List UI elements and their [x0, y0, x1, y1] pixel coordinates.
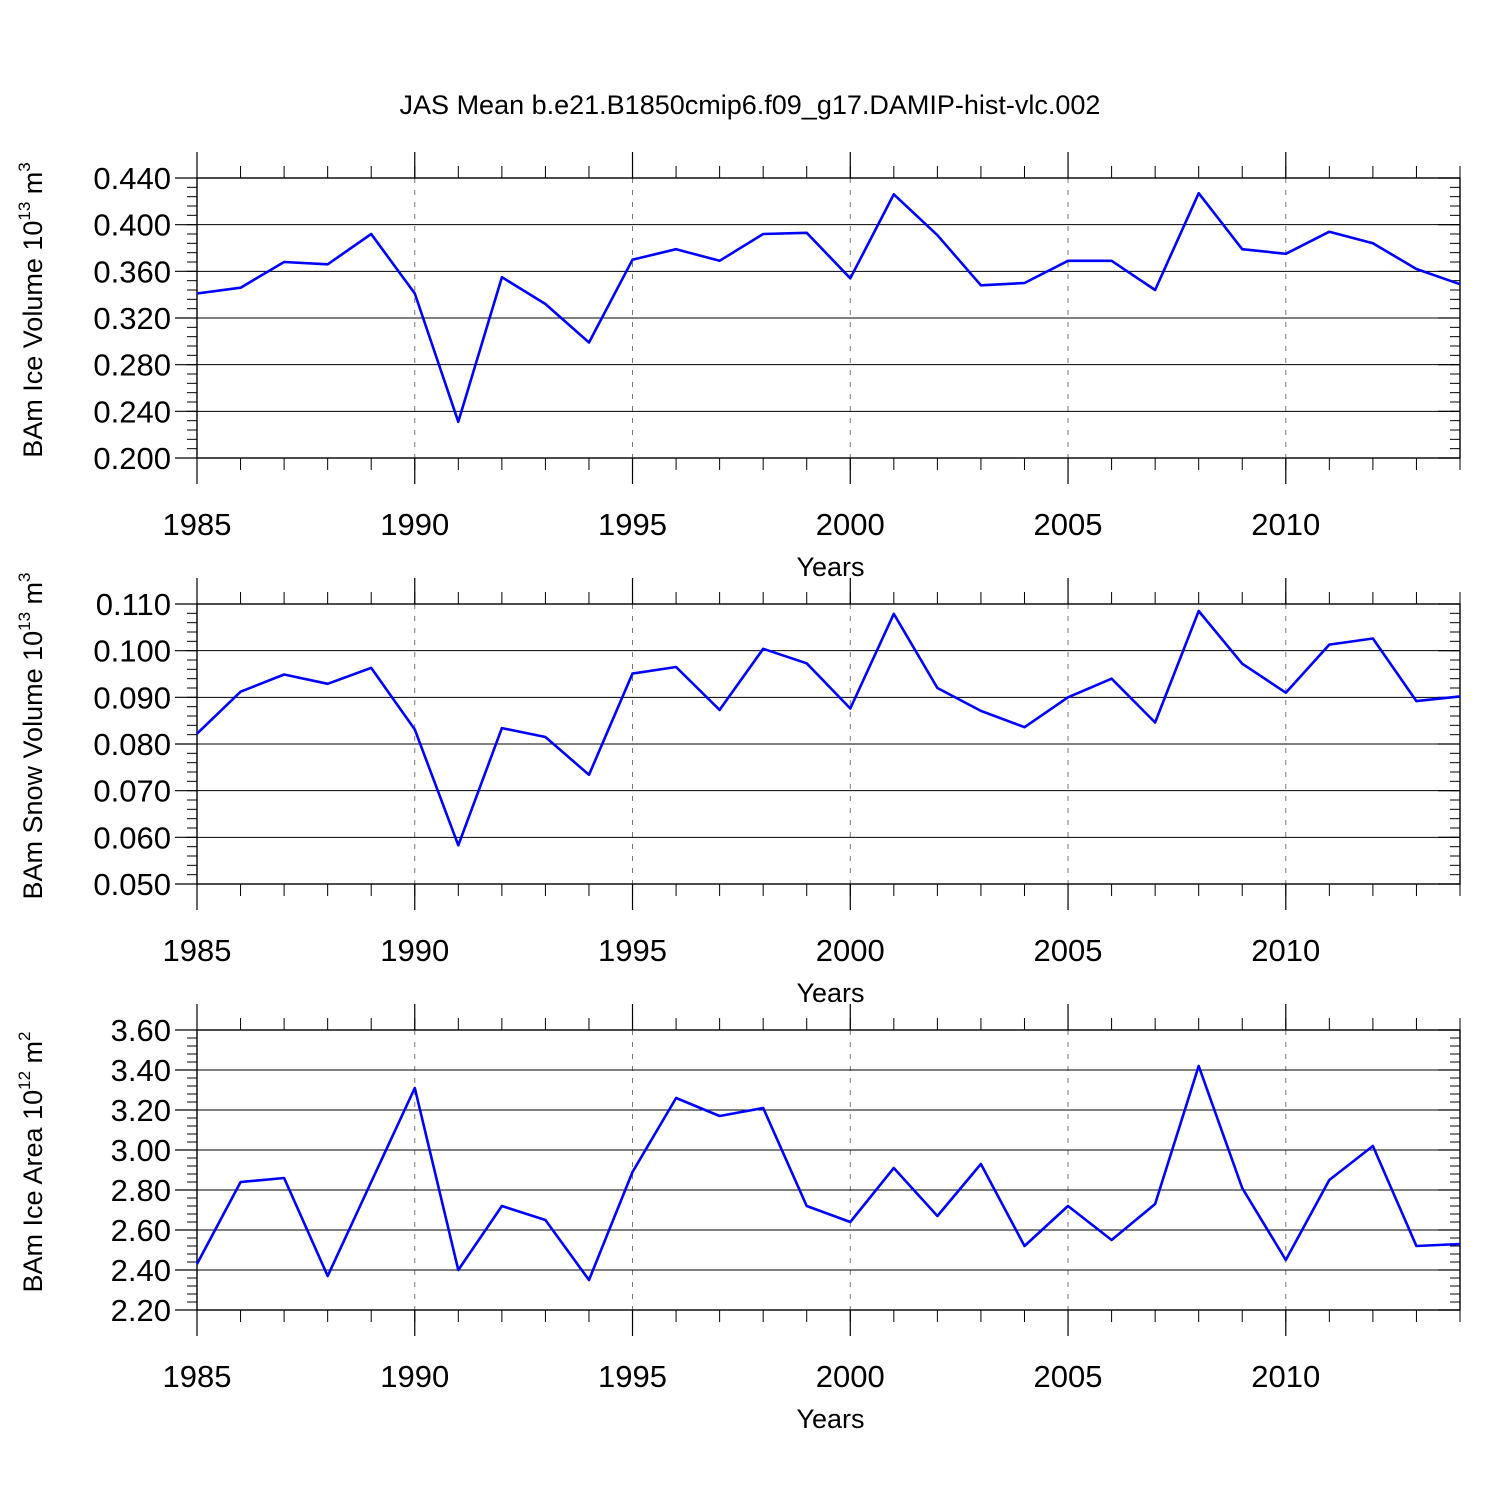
- series-line: [196, 609, 1461, 847]
- y-tick-label: 3.60: [111, 1013, 171, 1048]
- x-tick-label: 1985: [163, 933, 232, 968]
- x-tick-label: 1985: [163, 507, 232, 542]
- x-tick-label: 1990: [380, 507, 449, 542]
- chart-panel-2: 0.050 0.060 0.070 0.080 0.090 0.100 0.110 1985 1…: [15, 572, 1461, 1008]
- x-tick-label: 2000: [816, 507, 885, 542]
- x-tick-label: 1990: [380, 933, 449, 968]
- x-tick-label: 1995: [598, 507, 667, 542]
- x-tick-label: 1990: [380, 1359, 449, 1394]
- y-axis-title-unit: m: [18, 172, 48, 202]
- chart-panel-1: 0.200 0.240 0.280 0.320 0.360 0.400 0.440 1985 1…: [15, 152, 1461, 582]
- y-tick-label: 2.60: [111, 1213, 171, 1248]
- y-axis-title-unit-exponent: 3: [15, 162, 34, 171]
- y-tick-label: 0.060: [93, 820, 171, 855]
- x-tick-label: 1995: [598, 933, 667, 968]
- x-tick-label: 1995: [598, 1359, 667, 1394]
- y-tick-label: 0.320: [93, 301, 171, 336]
- y-axis-title: BAm Snow Volume 1013 m3: [15, 572, 48, 899]
- figure-title: JAS Mean b.e21.B1850cmip6.f09_g17.DAMIP-…: [400, 90, 1101, 120]
- plot-frame: [196, 1029, 1461, 1311]
- x-axis-title: Years: [796, 978, 864, 1008]
- y-tick-label: 2.80: [111, 1173, 171, 1208]
- y-tick-label: 0.080: [93, 727, 171, 762]
- y-axis-title: BAm Ice Volume 1013 m3: [15, 162, 48, 458]
- x-tick-label: 2010: [1251, 1359, 1320, 1394]
- x-tick-label: 2005: [1034, 1359, 1103, 1394]
- y-tick-label: 0.050: [93, 867, 171, 902]
- y-tick-label: 3.00: [111, 1133, 171, 1168]
- x-tick-label: 2010: [1251, 507, 1320, 542]
- y-tick-label: 0.110: [96, 587, 171, 622]
- y-axis-title: BAm Ice Area 1012 m2: [15, 1032, 48, 1293]
- y-tick-label: 0.200: [93, 441, 171, 476]
- y-axis-title-unit: m: [18, 1041, 48, 1071]
- y-axis-title-unit-exponent: 3: [15, 572, 34, 581]
- chart-panel-3: 2.20 2.40 2.60 2.80 3.00 3.20 3.40 3.60 1985 1990…: [15, 1004, 1461, 1434]
- y-tick-label: 0.100: [93, 634, 171, 669]
- y-tick-label: 0.280: [93, 348, 171, 383]
- x-tick-label: 2005: [1034, 933, 1103, 968]
- y-axis-title-exponent: 12: [15, 1071, 34, 1090]
- x-tick-label: 2000: [816, 933, 885, 968]
- y-tick-label: 2.20: [111, 1293, 171, 1328]
- y-tick-label: 0.070: [93, 774, 171, 809]
- y-tick-label: 3.20: [111, 1093, 171, 1128]
- y-tick-label: 0.360: [93, 254, 171, 289]
- panels: 0.200 0.240 0.280 0.320 0.360 0.400 0.440 1985 1…: [15, 152, 1461, 1434]
- x-axis-title: Years: [796, 1404, 864, 1434]
- y-tick-label: 0.440: [93, 161, 171, 196]
- y-tick-label: 2.40: [111, 1253, 171, 1288]
- y-tick-label: 0.240: [93, 394, 171, 429]
- y-tick-label: 3.40: [111, 1053, 171, 1088]
- y-axis-title-unit-exponent: 2: [15, 1032, 34, 1041]
- x-axis-title: Years: [796, 552, 864, 582]
- y-axis-title-exponent: 13: [15, 612, 34, 631]
- y-tick-label: 0.090: [93, 680, 171, 715]
- x-tick-label: 2010: [1251, 933, 1320, 968]
- x-tick-label: 1985: [163, 1359, 232, 1394]
- y-axis-title-text: BAm Ice Area 10: [18, 1090, 48, 1293]
- x-tick-label: 2000: [816, 1359, 885, 1394]
- y-tick-label: 0.400: [93, 208, 171, 243]
- y-axis-title-text: BAm Snow Volume 10: [18, 631, 48, 900]
- y-axis-title-exponent: 13: [15, 202, 34, 221]
- x-tick-label: 2005: [1034, 507, 1103, 542]
- y-axis-title-unit: m: [18, 582, 48, 612]
- series-line: [196, 191, 1461, 424]
- series-line: [195, 1064, 1461, 1282]
- y-axis-title-text: BAm Ice Volume 10: [18, 221, 48, 458]
